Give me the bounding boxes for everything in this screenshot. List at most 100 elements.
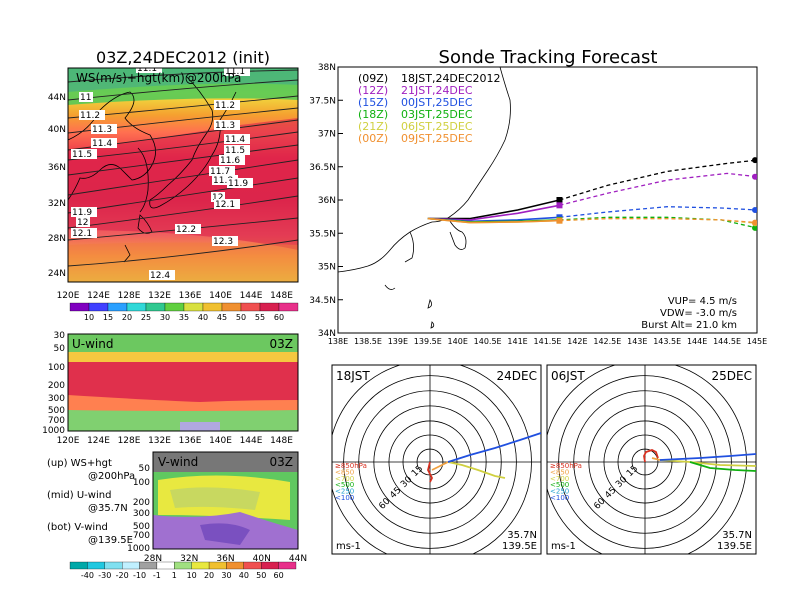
- vwind-p-tick: 200: [133, 498, 150, 508]
- v-colorbar-swatch: [261, 561, 279, 570]
- ws-colorbar-tick: 40: [198, 313, 208, 322]
- hodo-trace-4: [447, 432, 541, 463]
- contour-label-bg: [214, 100, 240, 110]
- track-lon-tick: 140.5E: [474, 337, 502, 346]
- hodo-level: <100: [335, 494, 354, 502]
- contour-label-bg: [71, 207, 97, 217]
- legend-mid-b: @35.7N: [88, 503, 128, 514]
- track-end-1: [752, 173, 757, 180]
- hodo-level: <700: [550, 475, 569, 483]
- v-colorbar-swatch: [69, 561, 88, 570]
- ws-colorbar-tick: 25: [141, 313, 151, 322]
- v-colorbar-tick: 30: [221, 571, 231, 580]
- contour-label: 11.3: [215, 121, 235, 131]
- track-lat-tick: 34.5N: [309, 296, 336, 306]
- vwind-p-tick: 1000: [127, 544, 150, 554]
- uwind-p-tick: 30: [54, 331, 66, 341]
- contour-label-bg: [209, 166, 235, 176]
- track-lon-tick: 144.5E: [713, 337, 741, 346]
- map-lon-tick: 144E: [240, 291, 263, 301]
- ws-colorbar-swatch: [259, 302, 280, 312]
- contour-label-bg: [224, 145, 250, 155]
- ws-colorbar-tick: 10: [84, 313, 94, 322]
- contour-label-bg: [219, 155, 245, 165]
- hodo-trace-3: [689, 461, 756, 472]
- contour-label: 12: [212, 193, 223, 203]
- ws-colorbar-tick: 20: [122, 313, 132, 322]
- v-colorbar-swatch: [122, 561, 140, 570]
- vwind-lat-tick: 36N: [216, 554, 234, 564]
- track-marker-1: [556, 202, 563, 209]
- track-lon-tick: 145E: [747, 337, 767, 346]
- ws-colorbar-tick: 35: [179, 313, 189, 322]
- contour-label-bg: [91, 124, 117, 134]
- track-lat-tick: 36.5N: [309, 163, 336, 173]
- contour-label-bg: [79, 92, 93, 102]
- ws-colorbar-tick: 55: [255, 313, 265, 322]
- right-title: Sonde Tracking Forecast: [439, 47, 658, 68]
- contour-label: 11.4: [225, 135, 245, 145]
- contour-label-bg: [224, 134, 250, 144]
- track-legend-text: 00JST,25DEC: [401, 96, 473, 109]
- contour-label: 12.1: [72, 229, 92, 239]
- contour-label-bg: [76, 217, 90, 227]
- hodo-level: <500: [335, 481, 354, 489]
- map-lat-tick: 32N: [48, 199, 66, 209]
- contour-label-bg: [212, 236, 238, 246]
- track-lon-tick: 139E: [388, 337, 408, 346]
- contour-label: 12.3: [213, 237, 233, 247]
- uwind-p-tick: 700: [48, 416, 65, 426]
- legend-bot-a: (bot) V-wind: [47, 522, 108, 533]
- contour-label-bg: [79, 110, 105, 120]
- param-vdw: VDW= -3.0 m/s: [660, 308, 737, 319]
- vwind-lat-tick: 28N: [144, 554, 162, 564]
- hodo-time: 06JST: [551, 369, 585, 383]
- ws-colorbar-tick: 60: [274, 313, 284, 322]
- uwind-lon-tick: 148E: [270, 436, 293, 446]
- track-legend-code: (18Z): [358, 108, 388, 121]
- vwind-lat-tick: 44N: [289, 554, 307, 564]
- map-lon-tick: 136E: [179, 291, 202, 301]
- v-colorbar-tick: -20: [116, 571, 129, 580]
- uwind-lon-tick: 140E: [209, 436, 232, 446]
- contour-label: 11.5: [72, 150, 92, 160]
- ws-colorbar-swatch: [278, 302, 299, 312]
- contour-label: 11.6: [220, 156, 240, 166]
- contour-label-bg: [224, 68, 250, 76]
- ws-colorbar-swatch: [88, 302, 109, 312]
- track-dashed-2: [559, 206, 757, 218]
- hodo-level: <250: [335, 488, 354, 496]
- ws-colorbar: 10 15 20 25 30 35 40 45 50 55 60: [69, 302, 299, 322]
- v-colorbar-swatch: [226, 561, 244, 570]
- contour-label-bg: [212, 175, 238, 185]
- vwind-lat-tick: 32N: [180, 554, 198, 564]
- hodo-date: 24DEC: [497, 369, 537, 383]
- hodo-frame: [331, 364, 542, 555]
- v-colorbar-swatch: [208, 561, 227, 570]
- contour-label: 11: [80, 93, 91, 103]
- hodo-plot: [547, 365, 756, 554]
- track-legend-text: 21JST,24DEC: [401, 84, 473, 97]
- track-lat-tick: 36N: [318, 196, 336, 206]
- track-lon-tick: 144E: [687, 337, 707, 346]
- v-colorbar-swatch: [139, 561, 158, 570]
- track-lon-tick: 143E: [627, 337, 647, 346]
- uwind-p-tick: 1000: [42, 426, 65, 436]
- contour-label-bg: [227, 178, 253, 188]
- track-lat-tick: 37.5N: [309, 96, 336, 106]
- legend-up-b: @200hPa: [88, 471, 135, 482]
- track-legend-text: 06JST,25DEC: [401, 120, 473, 133]
- contour-label: 11.5: [225, 146, 245, 156]
- vwind-panel: [153, 452, 298, 549]
- v-colorbar-tick: 60: [274, 571, 284, 580]
- ws-colorbar-swatch: [164, 302, 185, 312]
- uwind-p-tick: 100: [48, 363, 65, 373]
- v-colorbar-tick: -1: [153, 571, 161, 580]
- track-marker-0: [556, 197, 563, 203]
- hodo-level: <850: [335, 468, 354, 476]
- legend-mid-a: (mid) U-wind: [47, 490, 111, 501]
- map-lon-tick: 124E: [87, 291, 110, 301]
- v-colorbar-swatch: [278, 561, 297, 570]
